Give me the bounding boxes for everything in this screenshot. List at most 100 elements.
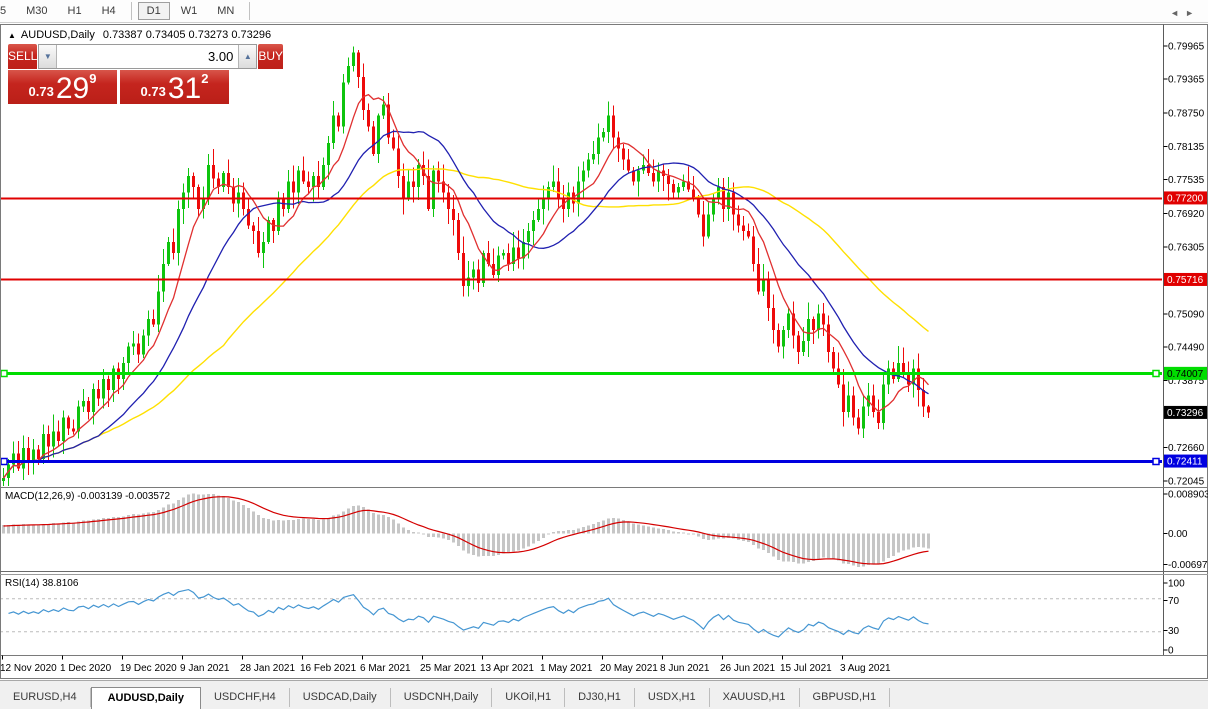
price-tick-label: 0.79965 bbox=[1168, 42, 1205, 53]
timeframe-toolbar: 5 M30 H1 H4 D1 W1 MN bbox=[0, 0, 1208, 23]
date-tick-label: 28 Jan 2021 bbox=[240, 663, 295, 674]
chart-tab-dj30-h1[interactable]: DJ30,H1 bbox=[565, 688, 635, 707]
price-tick-label: 0.77535 bbox=[1168, 175, 1205, 186]
timeframe-button-m30[interactable]: M30 bbox=[26, 5, 48, 17]
toolbar-separator bbox=[130, 2, 132, 20]
sell-button[interactable]: SELL bbox=[8, 44, 38, 69]
date-tick-label: 25 Mar 2021 bbox=[420, 663, 477, 674]
hline-handle[interactable] bbox=[1152, 457, 1160, 466]
volume-input[interactable] bbox=[57, 45, 239, 68]
one-click-trade-panel: SELL ▼ ▲ BUY 0.73 29 9 0.73 31 2 bbox=[8, 44, 284, 104]
rsi-indicator-label: RSI(14) 38.8106 bbox=[5, 578, 79, 589]
price-tick-label: 0.78750 bbox=[1168, 108, 1205, 119]
date-tick-label: 1 Dec 2020 bbox=[60, 663, 112, 674]
volume-increase-icon[interactable]: ▲ bbox=[238, 45, 257, 68]
candlesticks bbox=[2, 46, 930, 486]
chart-tab-usdcad-daily[interactable]: USDCAD,Daily bbox=[290, 688, 391, 707]
price-badge-0.73296: 0.73296 bbox=[1167, 408, 1204, 419]
ma-slow-line bbox=[2, 167, 929, 479]
macd-axis-label: 0.00 bbox=[1168, 529, 1188, 540]
timeframe-button-h4[interactable]: H4 bbox=[101, 5, 116, 17]
date-tick-label: 3 Aug 2021 bbox=[840, 663, 891, 674]
price-tick-label: 0.76305 bbox=[1168, 243, 1205, 254]
tab-scroll-left-icon[interactable]: ◄ bbox=[1170, 8, 1186, 18]
price-badge-0.77200: 0.77200 bbox=[1167, 193, 1204, 204]
toolbar-separator bbox=[249, 2, 251, 20]
price-tick-label: 0.72045 bbox=[1168, 477, 1205, 488]
rsi-axis-label: 100 bbox=[1168, 579, 1185, 590]
volume-spinner: ▼ ▲ bbox=[38, 44, 258, 69]
trade-panel-top-row: SELL ▼ ▲ BUY bbox=[8, 44, 284, 69]
macd-axis-label: -0.006977 bbox=[1168, 560, 1208, 571]
ma-mid-line bbox=[2, 130, 929, 479]
chart-tab-eurusd-h4[interactable]: EURUSD,H4 bbox=[0, 688, 91, 707]
hline-handle[interactable] bbox=[0, 369, 8, 378]
buy-price-box[interactable]: 0.73 31 2 bbox=[120, 70, 229, 104]
price-axis: 0.79965 0.79365 0.78750 0.78135 0.77535 0.769… bbox=[1163, 42, 1208, 657]
chart-tab-ukoil-h1[interactable]: UKOil,H1 bbox=[492, 688, 566, 707]
buy-price-sup: 2 bbox=[201, 71, 209, 86]
chart-tab-usdchf-h4[interactable]: USDCHF,H4 bbox=[201, 688, 290, 707]
buy-price-big: 31 bbox=[167, 72, 202, 105]
date-tick-label: 26 Jun 2021 bbox=[720, 663, 775, 674]
rsi-axis-label: 0 bbox=[1168, 646, 1174, 657]
tab-scroll-right-icon[interactable]: ► bbox=[1185, 8, 1200, 18]
date-tick-label: 20 May 2021 bbox=[600, 663, 658, 674]
price-tick-label: 0.72660 bbox=[1168, 443, 1205, 454]
price-badge-0.74007: 0.74007 bbox=[1167, 369, 1204, 380]
price-tick-label: 0.74490 bbox=[1168, 342, 1205, 353]
timeframe-button-h1[interactable]: H1 bbox=[67, 5, 82, 17]
buy-button[interactable]: BUY bbox=[258, 44, 284, 69]
macd-axis-label: 0.008903 bbox=[1168, 490, 1208, 501]
ohlc-values: 0.73387 0.73405 0.73273 0.73296 bbox=[102, 29, 272, 41]
date-tick-label: 13 Apr 2021 bbox=[480, 663, 534, 674]
date-tick-label: 8 Jun 2021 bbox=[660, 663, 710, 674]
timeframe-button-d1[interactable]: D1 bbox=[137, 2, 170, 20]
chart-tab-usdcnh-daily[interactable]: USDCNH,Daily bbox=[391, 688, 493, 707]
chart-tab-audusd-daily[interactable]: AUDUSD,Daily bbox=[90, 687, 201, 709]
collapse-triangle-icon[interactable]: ▲ bbox=[8, 31, 16, 40]
price-badge-0.75716: 0.75716 bbox=[1167, 275, 1204, 286]
price-tick-label: 0.73875 bbox=[1168, 376, 1205, 387]
sell-price-prefix: 0.73 bbox=[28, 84, 54, 99]
sell-price-big: 29 bbox=[55, 72, 90, 105]
sell-price-sup: 9 bbox=[89, 71, 97, 86]
hline-handle[interactable] bbox=[1152, 369, 1160, 378]
ma-fast-line bbox=[2, 93, 929, 479]
date-tick-label: 12 Nov 2020 bbox=[0, 663, 57, 674]
price-tick-label: 0.78135 bbox=[1168, 142, 1205, 153]
chart-tab-xauusd-h1[interactable]: XAUUSD,H1 bbox=[710, 688, 800, 707]
macd-histogram bbox=[2, 493, 930, 567]
rsi-line bbox=[8, 588, 929, 638]
macd-indicator-label: MACD(12,26,9) -0.003139 -0.003572 bbox=[5, 491, 171, 502]
date-tick-label: 6 Mar 2021 bbox=[360, 663, 411, 674]
chart-tab-bar: EURUSD,H4 AUDUSD,Daily USDCHF,H4 USDCAD,Dai… bbox=[0, 680, 1208, 709]
price-tick-label: 0.76920 bbox=[1168, 209, 1205, 220]
sell-price-box[interactable]: 0.73 29 9 bbox=[8, 70, 117, 104]
trade-panel-price-row: 0.73 29 9 0.73 31 2 bbox=[8, 70, 229, 104]
date-tick-label: 16 Feb 2021 bbox=[300, 663, 357, 674]
rsi-axis-label: 30 bbox=[1168, 626, 1180, 637]
date-tick-label: 19 Dec 2020 bbox=[120, 663, 177, 674]
date-axis: 12 Nov 2020 1 Dec 2020 19 Dec 2020 9 Jan 20… bbox=[0, 655, 891, 674]
date-tick-label: 15 Jul 2021 bbox=[780, 663, 832, 674]
tab-scroll-arrows: ◄► bbox=[1170, 8, 1200, 18]
price-badge-0.72411: 0.72411 bbox=[1167, 457, 1203, 468]
price-tick-label: 0.75090 bbox=[1168, 309, 1205, 320]
rsi-axis-label: 70 bbox=[1168, 596, 1180, 607]
price-tick-label: 0.79365 bbox=[1168, 74, 1205, 85]
buy-price-prefix: 0.73 bbox=[140, 84, 166, 99]
timeframe-button-mn[interactable]: MN bbox=[217, 5, 235, 17]
chart-tab-usdx-h1[interactable]: USDX,H1 bbox=[635, 688, 710, 707]
hline-handle[interactable] bbox=[0, 457, 8, 466]
timeframe-button-w1[interactable]: W1 bbox=[180, 5, 198, 17]
chart-symbol-header: ▲ AUDUSD,Daily 0.73387 0.73405 0.73273 0.7… bbox=[8, 29, 271, 41]
timeframe-button-5[interactable]: 5 bbox=[0, 5, 7, 17]
date-tick-label: 9 Jan 2021 bbox=[180, 663, 230, 674]
volume-decrease-icon[interactable]: ▼ bbox=[39, 45, 58, 68]
macd-signal-line bbox=[3, 496, 929, 565]
chart-tab-gbpusd-h1[interactable]: GBPUSD,H1 bbox=[800, 688, 891, 707]
symbol-name: AUDUSD,Daily bbox=[20, 29, 95, 41]
